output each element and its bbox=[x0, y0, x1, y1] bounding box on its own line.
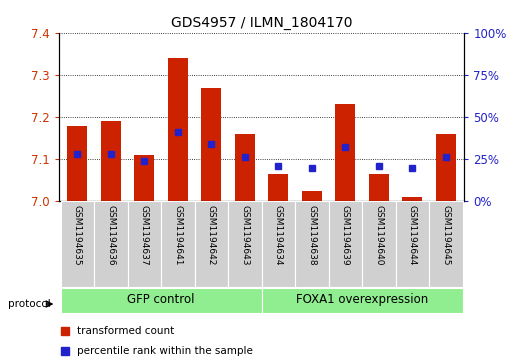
Bar bbox=[402, 197, 422, 201]
Bar bbox=[302, 191, 322, 201]
Bar bbox=[61, 201, 94, 287]
Bar bbox=[336, 105, 356, 201]
Bar bbox=[262, 201, 295, 287]
Text: transformed count: transformed count bbox=[77, 326, 174, 336]
Bar bbox=[201, 87, 222, 201]
Bar bbox=[268, 174, 288, 201]
Text: GSM1194637: GSM1194637 bbox=[140, 205, 149, 265]
Bar bbox=[362, 201, 396, 287]
Text: GSM1194645: GSM1194645 bbox=[441, 205, 450, 265]
Bar bbox=[235, 134, 255, 201]
Text: GSM1194640: GSM1194640 bbox=[374, 205, 383, 265]
Text: GSM1194643: GSM1194643 bbox=[241, 205, 249, 265]
Bar bbox=[128, 201, 161, 287]
Bar bbox=[194, 201, 228, 287]
Bar bbox=[396, 201, 429, 287]
Bar bbox=[436, 134, 456, 201]
Bar bbox=[429, 201, 463, 287]
Text: GSM1194635: GSM1194635 bbox=[73, 205, 82, 265]
Bar bbox=[168, 58, 188, 201]
Text: GSM1194644: GSM1194644 bbox=[408, 205, 417, 265]
Text: protocol: protocol bbox=[8, 299, 50, 309]
Bar bbox=[262, 288, 463, 313]
Bar bbox=[329, 201, 362, 287]
Bar bbox=[161, 201, 194, 287]
Text: FOXA1 overexpression: FOXA1 overexpression bbox=[296, 293, 428, 306]
Bar bbox=[295, 201, 329, 287]
Bar bbox=[134, 155, 154, 201]
Text: GSM1194636: GSM1194636 bbox=[106, 205, 115, 265]
Bar bbox=[94, 201, 128, 287]
Text: GSM1194642: GSM1194642 bbox=[207, 205, 216, 265]
Text: GSM1194634: GSM1194634 bbox=[274, 205, 283, 265]
Text: GSM1194639: GSM1194639 bbox=[341, 205, 350, 265]
Bar bbox=[67, 126, 87, 201]
Text: GSM1194641: GSM1194641 bbox=[173, 205, 183, 265]
Bar bbox=[369, 174, 389, 201]
Bar bbox=[101, 121, 121, 201]
Text: GFP control: GFP control bbox=[127, 293, 195, 306]
Bar bbox=[61, 288, 262, 313]
Bar bbox=[228, 201, 262, 287]
Text: GSM1194638: GSM1194638 bbox=[307, 205, 317, 265]
Text: percentile rank within the sample: percentile rank within the sample bbox=[77, 346, 253, 356]
Title: GDS4957 / ILMN_1804170: GDS4957 / ILMN_1804170 bbox=[171, 16, 352, 30]
